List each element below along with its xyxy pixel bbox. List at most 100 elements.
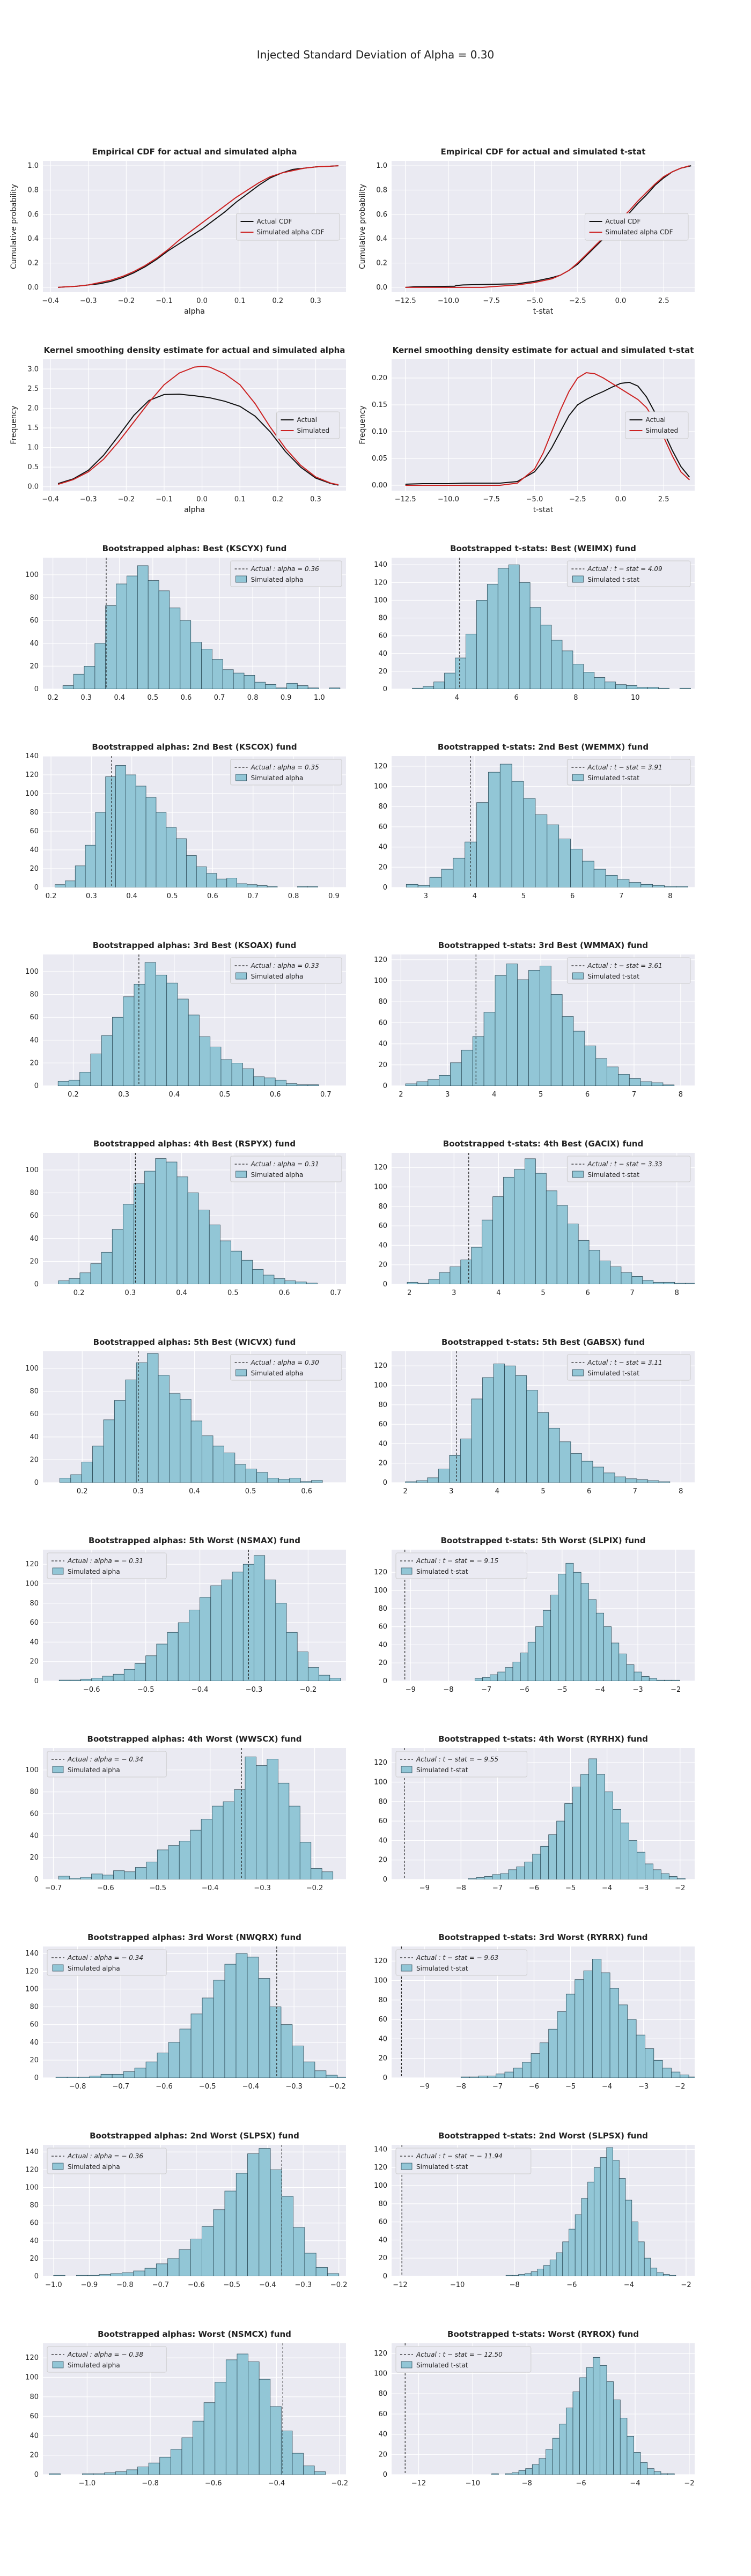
- histogram-bar: [660, 1873, 669, 1879]
- histogram-bar: [656, 1679, 665, 1681]
- plot-title: Bootstrapped alphas: 5th Worst (NSMAX) f…: [89, 1536, 300, 1545]
- histogram-bar: [513, 2068, 523, 2078]
- x-tick-label: −9: [406, 1686, 416, 1694]
- series-group: [57, 366, 339, 486]
- histogram-bar: [483, 1012, 496, 1086]
- histogram-bar: [668, 1876, 678, 1879]
- histogram-bar: [594, 677, 606, 689]
- y-tick-label: 80: [378, 1203, 387, 1211]
- y-tick-label: 120: [25, 771, 39, 779]
- legend-label-simulated: Simulated t-stat: [416, 1965, 468, 1972]
- x-tick-label: −8: [456, 2083, 466, 2091]
- y-tick-label: 20: [378, 1659, 387, 1667]
- histogram-bar: [281, 2430, 293, 2475]
- bars-group: [55, 1953, 346, 2078]
- histogram-bar: [297, 1084, 308, 1086]
- legend-swatch-simulated: [572, 972, 584, 980]
- y-tick-label: 0.4: [27, 235, 39, 243]
- histogram-bar: [159, 2456, 171, 2475]
- y-tick-label: 20: [378, 2055, 387, 2063]
- y-tick-label: 40: [378, 1641, 387, 1649]
- histogram-bar: [253, 1076, 265, 1086]
- legend-label-simulated: Simulated alpha: [68, 2163, 120, 2171]
- x-tick-label: −0.1: [156, 297, 173, 305]
- histogram-bar: [471, 1247, 483, 1284]
- y-tick-label: 80: [30, 1600, 39, 1608]
- histogram-bar: [92, 1446, 104, 1483]
- histogram-bar: [156, 974, 167, 1086]
- histogram-bar: [245, 1756, 256, 1879]
- histogram-bar: [70, 1679, 82, 1681]
- y-tick-label: 20: [378, 2254, 387, 2262]
- histogram-bar: [588, 1599, 597, 1681]
- histogram-bar: [619, 2178, 626, 2276]
- histogram-bar: [181, 2437, 193, 2475]
- histogram-bar: [67, 2076, 79, 2078]
- legend-label-actual: Actual : alpha = 0.31: [251, 1160, 319, 1168]
- x-tick-label: −3: [638, 2083, 649, 2091]
- legend-label-actual: Actual : alpha = − 0.38: [67, 2351, 143, 2358]
- x-tick-label: 0.2: [73, 1289, 85, 1297]
- x-tick-label: 0.1: [234, 495, 246, 504]
- histogram-bar: [327, 2273, 340, 2276]
- histogram-bar: [496, 2074, 505, 2078]
- histogram-bar: [157, 2053, 169, 2078]
- histogram-bar: [504, 1365, 516, 1483]
- histogram-bar: [416, 1081, 429, 1086]
- y-tick-label: 80: [378, 1401, 387, 1409]
- y-tick-label: 80: [378, 1798, 387, 1806]
- histogram-bar: [593, 2357, 600, 2475]
- histogram-bar: [569, 2229, 576, 2276]
- histogram-bar: [156, 2263, 168, 2276]
- histogram-bar: [113, 1870, 125, 1879]
- histogram-bar: [614, 1476, 626, 1483]
- histogram-bar: [91, 1874, 103, 1879]
- histogram-bar: [307, 687, 319, 689]
- histogram-bar: [626, 685, 637, 689]
- x-tick-label: −12.5: [395, 495, 416, 504]
- histogram-bar: [535, 814, 548, 887]
- histogram-bar: [210, 1047, 222, 1086]
- histogram-bar: [603, 1472, 615, 1483]
- x-tick-label: −1.0: [79, 2479, 96, 2488]
- histogram-bar: [476, 600, 488, 689]
- legend: Actual : t − stat = 3.33 Simulated t-stat: [566, 1156, 691, 1182]
- histogram-bar: [278, 1479, 290, 1483]
- x-tick-label: 0.3: [80, 694, 92, 702]
- histogram-bar: [136, 1362, 148, 1483]
- legend-box: [395, 1552, 527, 1579]
- x-tick-label: −5.0: [526, 495, 543, 504]
- x-tick-label: −0.2: [118, 495, 135, 504]
- y-tick-label: 20: [378, 668, 387, 676]
- legend-swatch-simulated: [52, 1766, 64, 1773]
- histogram-bar: [599, 1261, 611, 1284]
- y-tick-label: 120: [374, 1164, 387, 1172]
- histogram-bar: [610, 1266, 622, 1284]
- legend-label-actual: Actual : t − stat = 3.61: [587, 962, 662, 969]
- y-tick-label: 60: [30, 617, 39, 625]
- histogram-bar: [537, 1412, 549, 1483]
- histogram-bar: [547, 824, 559, 887]
- histogram-bar: [122, 1204, 134, 1284]
- histogram-bar: [592, 1959, 602, 2078]
- y-tick-label: 100: [25, 1365, 39, 1373]
- legend: Actual : alpha = 0.36 Simulated alpha: [230, 560, 342, 587]
- histogram-bar: [658, 1481, 671, 1483]
- histogram-bar: [148, 580, 159, 689]
- histogram-bar: [548, 1427, 560, 1483]
- legend-box: [566, 1156, 691, 1182]
- legend: Actual : t − stat = − 12.50 Simulated t-s…: [395, 2346, 532, 2373]
- x-tick-label: −0.4: [268, 2479, 285, 2488]
- x-tick-label: −2: [675, 2083, 685, 2091]
- y-tick-label: 100: [374, 1779, 387, 1787]
- plot-title: Bootstrapped t-stats: Best (WEIMX) fund: [450, 544, 636, 553]
- histogram-bar: [640, 1081, 652, 1086]
- histogram-bar: [618, 1074, 630, 1086]
- histogram-bar: [259, 2148, 271, 2276]
- y-tick-label: 60: [378, 1019, 387, 1027]
- x-tick-label: 3: [445, 1091, 450, 1099]
- histogram-bar: [73, 673, 85, 689]
- y-tick-label: 60: [378, 823, 387, 831]
- histogram-bar: [606, 2147, 613, 2276]
- histogram-bar: [202, 1435, 213, 1483]
